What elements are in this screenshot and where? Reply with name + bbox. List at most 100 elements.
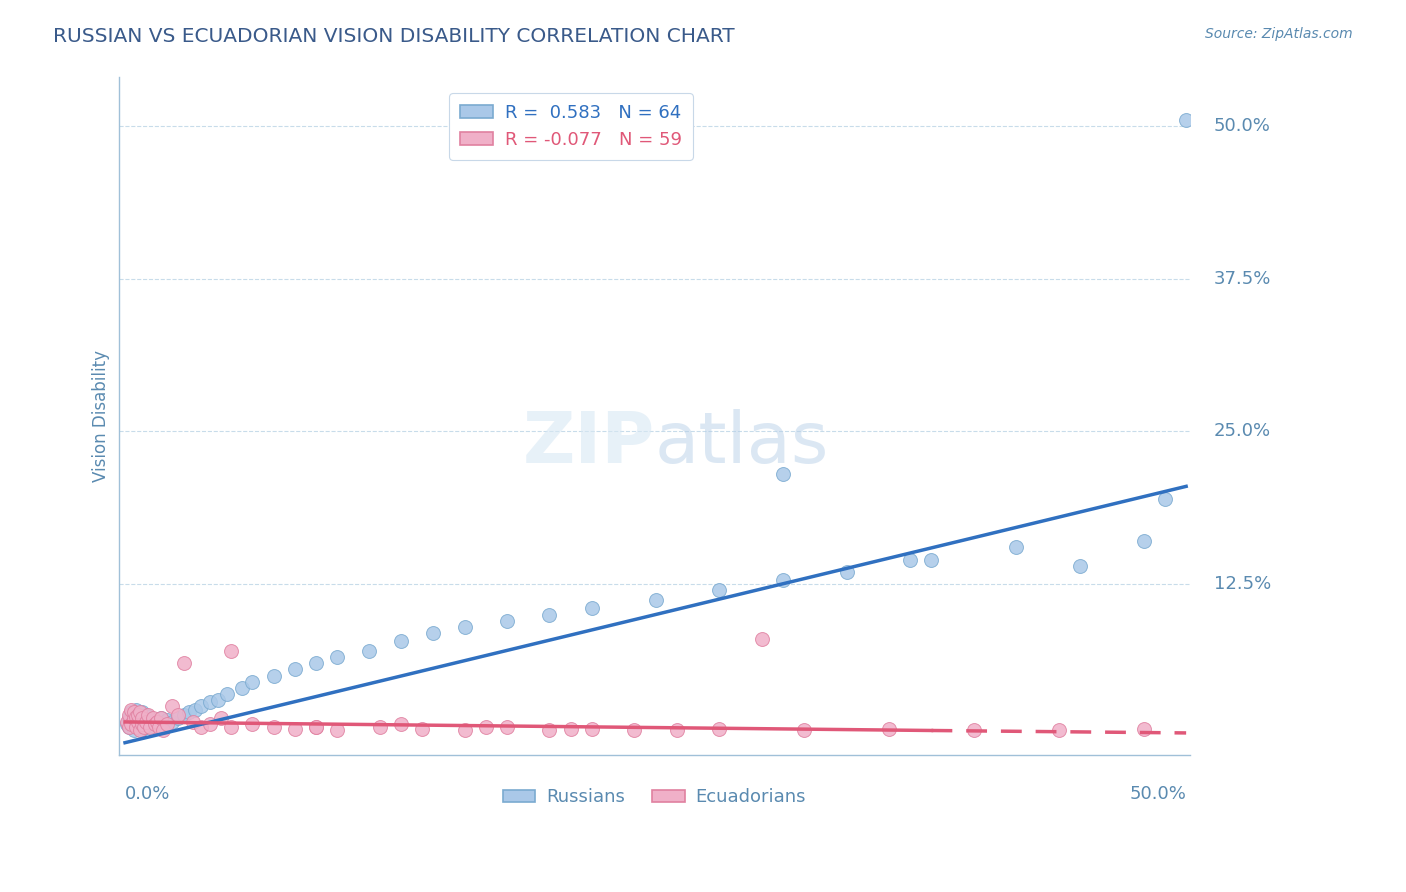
Point bbox=[284, 663, 307, 677]
Y-axis label: Vision Disability: Vision Disability bbox=[93, 351, 110, 483]
Point bbox=[263, 720, 285, 734]
Point bbox=[148, 717, 170, 731]
Point bbox=[835, 565, 858, 579]
Point bbox=[772, 467, 794, 482]
Point bbox=[128, 714, 150, 729]
Point bbox=[120, 703, 142, 717]
Point bbox=[1132, 534, 1154, 549]
Text: 37.5%: 37.5% bbox=[1213, 270, 1271, 288]
Point bbox=[138, 707, 160, 722]
Point bbox=[793, 723, 815, 738]
Point bbox=[150, 711, 173, 725]
Point bbox=[231, 681, 253, 695]
Point bbox=[124, 717, 146, 731]
Point bbox=[127, 710, 149, 724]
Point bbox=[127, 707, 149, 722]
Point bbox=[143, 717, 166, 731]
Text: Source: ZipAtlas.com: Source: ZipAtlas.com bbox=[1205, 27, 1353, 41]
Point bbox=[475, 720, 498, 734]
Point bbox=[198, 717, 221, 731]
Point bbox=[1154, 491, 1177, 506]
Point bbox=[167, 711, 190, 725]
Point bbox=[115, 714, 138, 729]
Point bbox=[142, 711, 165, 725]
Point bbox=[115, 717, 138, 731]
Point bbox=[152, 717, 174, 731]
Point bbox=[877, 723, 900, 737]
Point bbox=[131, 723, 153, 737]
Point bbox=[623, 723, 645, 738]
Point bbox=[1132, 723, 1154, 737]
Point bbox=[128, 707, 150, 722]
Point bbox=[207, 693, 229, 707]
Point bbox=[215, 687, 238, 701]
Point bbox=[148, 720, 170, 734]
Text: ZIP: ZIP bbox=[522, 409, 655, 478]
Point bbox=[190, 699, 212, 714]
Point bbox=[160, 714, 183, 729]
Point bbox=[209, 711, 232, 725]
Point bbox=[772, 574, 794, 588]
Point bbox=[156, 717, 179, 731]
Text: 50.0%: 50.0% bbox=[1213, 117, 1271, 136]
Point bbox=[1047, 723, 1070, 738]
Point bbox=[1005, 541, 1028, 555]
Point bbox=[124, 710, 146, 724]
Point bbox=[120, 705, 142, 719]
Point bbox=[156, 713, 179, 727]
Point bbox=[219, 720, 242, 734]
Point bbox=[920, 552, 942, 566]
Point bbox=[284, 723, 307, 737]
Point bbox=[665, 723, 688, 738]
Point bbox=[963, 723, 986, 738]
Point bbox=[422, 625, 444, 640]
Point bbox=[1069, 558, 1091, 573]
Point bbox=[131, 717, 153, 731]
Point bbox=[150, 711, 173, 725]
Point bbox=[122, 705, 145, 719]
Point bbox=[305, 720, 328, 734]
Point bbox=[160, 699, 183, 714]
Point bbox=[139, 720, 162, 734]
Point bbox=[122, 723, 145, 738]
Point bbox=[173, 707, 195, 722]
Point bbox=[240, 674, 263, 689]
Point bbox=[128, 705, 150, 719]
Point bbox=[120, 717, 142, 731]
Point bbox=[263, 668, 285, 682]
Point bbox=[898, 552, 921, 566]
Point bbox=[139, 717, 162, 731]
Point bbox=[118, 720, 141, 734]
Point bbox=[644, 593, 666, 607]
Point bbox=[135, 707, 157, 722]
Point bbox=[359, 644, 381, 658]
Point bbox=[118, 720, 141, 734]
Point bbox=[219, 644, 242, 658]
Point bbox=[143, 720, 166, 734]
Point bbox=[134, 720, 156, 734]
Legend: Russians, Ecuadorians: Russians, Ecuadorians bbox=[496, 781, 813, 814]
Point bbox=[240, 717, 263, 731]
Point bbox=[581, 723, 603, 737]
Point bbox=[184, 703, 207, 717]
Text: RUSSIAN VS ECUADORIAN VISION DISABILITY CORRELATION CHART: RUSSIAN VS ECUADORIAN VISION DISABILITY … bbox=[53, 27, 735, 45]
Point bbox=[142, 713, 165, 727]
Point bbox=[305, 720, 328, 734]
Point bbox=[581, 601, 603, 615]
Point bbox=[496, 720, 519, 734]
Point bbox=[389, 717, 412, 731]
Text: 25.0%: 25.0% bbox=[1213, 423, 1271, 441]
Point bbox=[127, 714, 149, 729]
Point bbox=[152, 723, 174, 738]
Point bbox=[181, 714, 204, 729]
Point bbox=[146, 714, 169, 729]
Text: atlas: atlas bbox=[655, 409, 830, 478]
Point bbox=[135, 714, 157, 729]
Point bbox=[122, 707, 145, 722]
Point bbox=[134, 717, 156, 731]
Point bbox=[131, 711, 153, 725]
Point bbox=[1175, 113, 1198, 128]
Point bbox=[538, 607, 561, 622]
Point bbox=[124, 720, 146, 734]
Point bbox=[122, 711, 145, 725]
